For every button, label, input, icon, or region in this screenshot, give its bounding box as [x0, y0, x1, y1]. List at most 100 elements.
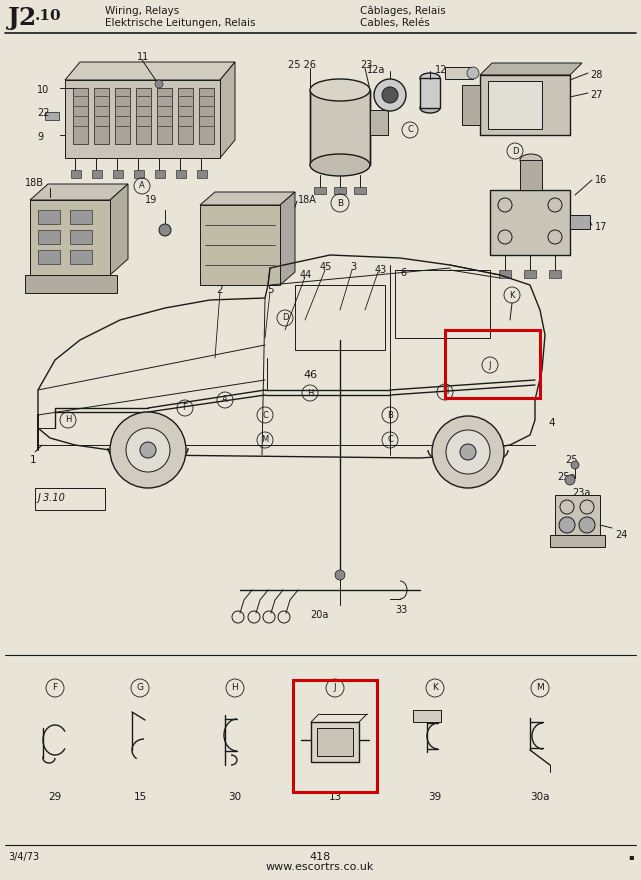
Text: Cables, Relés: Cables, Relés — [360, 18, 429, 28]
Bar — [570, 215, 590, 229]
Text: G: G — [137, 684, 144, 693]
Text: 23: 23 — [360, 60, 372, 70]
Text: 12a: 12a — [367, 65, 385, 75]
Text: 16: 16 — [595, 175, 607, 185]
Bar — [420, 78, 440, 108]
Ellipse shape — [420, 73, 440, 83]
Text: 11: 11 — [137, 52, 149, 62]
Bar — [25, 275, 117, 293]
Text: 30a: 30a — [530, 792, 550, 802]
Bar — [445, 330, 540, 398]
Bar — [550, 535, 605, 547]
Text: 22: 22 — [37, 108, 49, 118]
Text: 33: 33 — [395, 605, 407, 615]
Bar — [354, 187, 366, 194]
Text: D: D — [512, 146, 519, 156]
Bar — [113, 170, 123, 178]
Bar — [94, 88, 109, 144]
Bar — [92, 170, 102, 178]
Text: 4: 4 — [548, 418, 554, 428]
Polygon shape — [480, 63, 582, 75]
Text: Elektrische Leitungen, Relais: Elektrische Leitungen, Relais — [105, 18, 256, 28]
Text: H: H — [65, 415, 71, 424]
Text: J 3.10: J 3.10 — [38, 493, 66, 503]
Text: 2: 2 — [217, 285, 223, 295]
Circle shape — [467, 67, 479, 79]
Bar — [334, 187, 346, 194]
Bar — [445, 67, 473, 79]
Text: 30: 30 — [228, 792, 242, 802]
Text: H: H — [442, 387, 448, 397]
Text: 12: 12 — [435, 65, 447, 75]
Text: 43: 43 — [375, 265, 387, 275]
Text: 13: 13 — [328, 792, 342, 802]
Text: K: K — [509, 290, 515, 299]
Text: 20a: 20a — [310, 610, 328, 620]
Bar — [178, 88, 193, 144]
Text: 15: 15 — [133, 792, 147, 802]
Text: 39: 39 — [428, 792, 442, 802]
Text: 46: 46 — [303, 370, 317, 380]
Bar — [73, 88, 88, 144]
Bar — [70, 230, 92, 244]
Text: C: C — [387, 436, 393, 444]
Circle shape — [460, 444, 476, 460]
Bar — [549, 270, 561, 278]
Text: B: B — [337, 199, 343, 208]
Bar — [38, 210, 60, 224]
Ellipse shape — [310, 154, 370, 176]
Polygon shape — [280, 192, 295, 285]
Bar — [311, 722, 359, 762]
Text: B: B — [387, 410, 393, 420]
Text: J: J — [488, 361, 491, 370]
Bar — [490, 190, 570, 255]
Text: 3/4/73: 3/4/73 — [8, 852, 39, 862]
Bar — [295, 285, 385, 350]
Circle shape — [446, 430, 490, 474]
Polygon shape — [110, 184, 128, 275]
Text: C: C — [262, 410, 268, 420]
Text: K: K — [432, 684, 438, 693]
Text: M: M — [262, 436, 269, 444]
Text: 18A: 18A — [298, 195, 317, 205]
Text: 1: 1 — [30, 455, 37, 465]
Text: 25: 25 — [565, 455, 578, 465]
Bar — [71, 170, 81, 178]
Bar — [70, 250, 92, 264]
Text: J2: J2 — [8, 6, 37, 30]
Bar — [38, 230, 60, 244]
Text: A: A — [139, 181, 145, 190]
Text: 24: 24 — [615, 530, 628, 540]
Text: 19: 19 — [145, 195, 157, 205]
Circle shape — [110, 412, 186, 488]
Text: F: F — [183, 404, 187, 413]
Text: 44: 44 — [300, 270, 312, 280]
Circle shape — [374, 79, 406, 111]
Polygon shape — [30, 184, 128, 200]
Text: 9: 9 — [37, 132, 43, 142]
Text: 25a: 25a — [557, 472, 576, 482]
Text: H: H — [231, 684, 238, 693]
Ellipse shape — [520, 154, 542, 166]
Bar — [157, 88, 172, 144]
Circle shape — [335, 570, 345, 580]
Text: 17: 17 — [595, 222, 608, 232]
Text: 418: 418 — [310, 852, 331, 862]
Text: C: C — [407, 126, 413, 135]
Ellipse shape — [420, 103, 440, 113]
Text: 6: 6 — [400, 268, 406, 278]
Bar — [45, 112, 59, 120]
Text: 23a: 23a — [572, 488, 590, 498]
Text: 27: 27 — [590, 90, 603, 100]
Bar — [35, 488, 105, 510]
Bar — [200, 205, 280, 285]
Bar — [65, 80, 220, 158]
Text: Câblages, Relais: Câblages, Relais — [360, 6, 445, 17]
Text: 18B: 18B — [25, 178, 44, 188]
Polygon shape — [200, 192, 295, 205]
Bar — [134, 170, 144, 178]
Text: 29: 29 — [48, 792, 62, 802]
Text: M: M — [536, 684, 544, 693]
Text: Wiring, Relays: Wiring, Relays — [105, 6, 179, 16]
Text: 28: 28 — [590, 70, 603, 80]
